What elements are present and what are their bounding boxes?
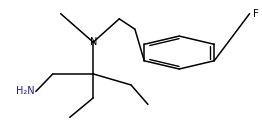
Text: F: F <box>254 9 259 19</box>
Text: H₂N: H₂N <box>16 86 35 96</box>
Text: N: N <box>90 37 97 47</box>
